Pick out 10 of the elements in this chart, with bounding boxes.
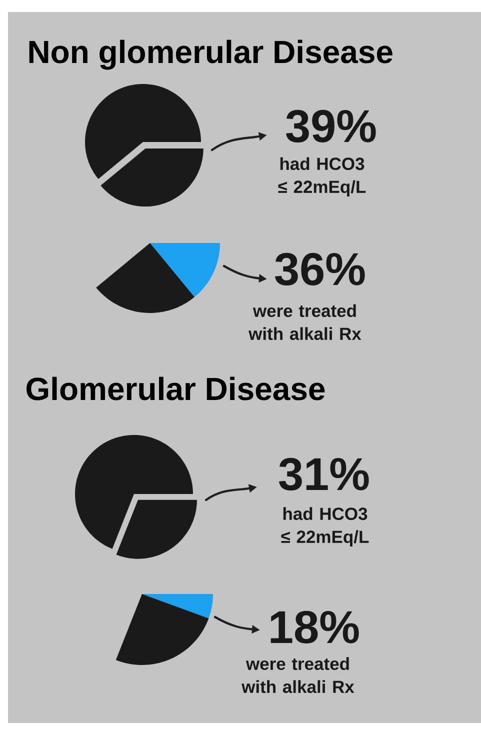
data-label: 18% (270, 610, 359, 644)
chart-title: Non glomerular Disease (29, 40, 392, 70)
chart-title: Glomerular Disease (26, 376, 325, 400)
data-label: 39% (286, 110, 376, 143)
data-label: 36% (275, 252, 365, 286)
data-label: 31% (279, 458, 369, 491)
text: had HCO3 ≤ 22mEq/L (281, 507, 369, 546)
text: were treated with alkali Rx (248, 304, 362, 340)
text: were treated with alkali Rx (242, 657, 354, 694)
text: had HCO3 ≤ 22mEq/L (278, 157, 366, 196)
